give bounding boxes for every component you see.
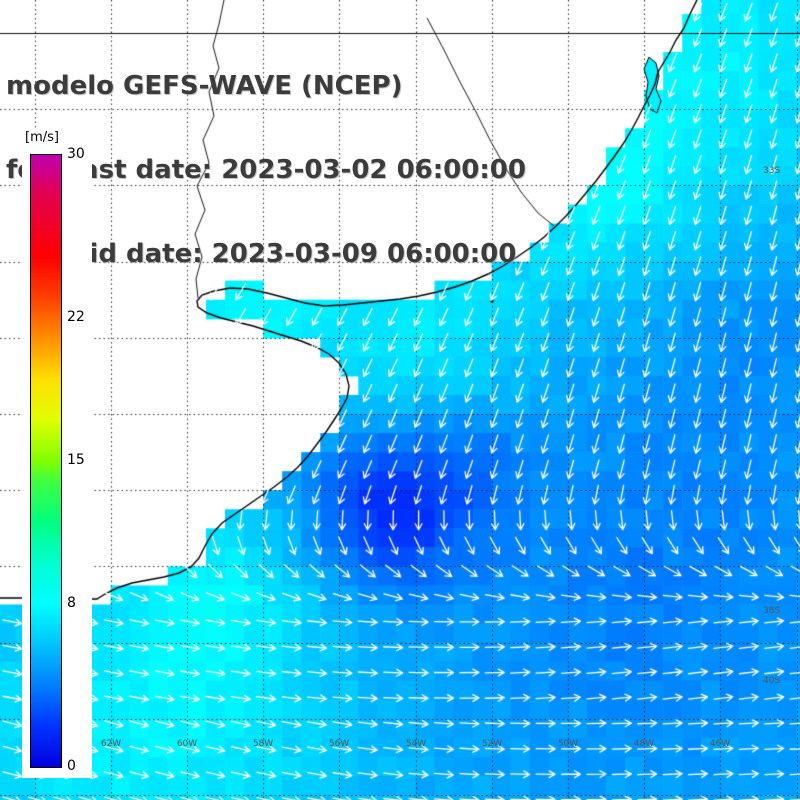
lat-label: 33S <box>763 166 781 176</box>
colorbar-gradient <box>30 154 62 768</box>
colorbar-tick: 15 <box>67 452 85 468</box>
model-name: modelo GEFS-WAVE (NCEP) <box>6 71 403 101</box>
lon-label: 52W <box>481 739 503 749</box>
lat-label: 38S <box>763 606 781 616</box>
colorbar: [m/s] 30 22 15 8 0 <box>22 128 92 778</box>
lon-label: 54W <box>405 739 427 749</box>
colorbar-tick: 0 <box>67 758 76 774</box>
colorbar-unit-label: [m/s] <box>25 130 59 145</box>
lon-label: 58W <box>252 739 274 749</box>
lon-label: 48W <box>633 739 655 749</box>
valid-date: valid date: 2023-03-09 06:00:00 <box>46 239 517 269</box>
lon-label: 56W <box>328 739 350 749</box>
lon-label: 60W <box>176 739 198 749</box>
colorbar-tick: 22 <box>67 309 85 326</box>
lon-label: 62W <box>100 739 122 749</box>
colorbar-tick: 8 <box>67 594 76 611</box>
lon-label: 46W <box>709 739 731 749</box>
lon-label: 50W <box>557 739 579 749</box>
colorbar-tick: 30 <box>67 146 85 162</box>
lat-label: 40S <box>763 676 781 686</box>
